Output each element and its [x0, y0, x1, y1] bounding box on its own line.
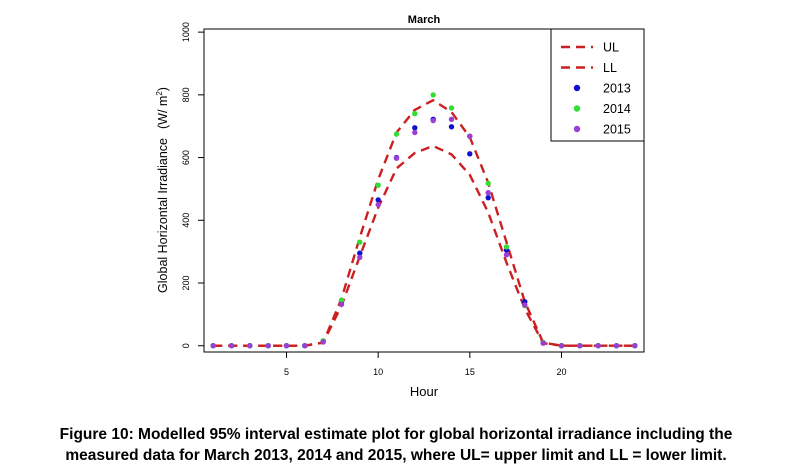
point-2015-hour-12 [412, 129, 418, 136]
point-2015-hour-20 [558, 343, 565, 349]
point-2015-hour-8 [338, 301, 345, 307]
x-tick-label-10: 10 [373, 367, 383, 377]
point-2014-hour-8 [338, 297, 345, 303]
irradiance-chart: March 5 10 15 20 0 200 400 600 800 1000 Hour Glo… [155, 14, 645, 399]
point-2015-hour-15 [467, 133, 473, 139]
figure-caption: Figure 10: Modelled 95% interval estimat… [0, 424, 792, 466]
y-tick-label-400: 400 [181, 213, 191, 228]
legend-label-2014: 2014 [603, 102, 631, 116]
y-tick-label-600: 600 [181, 150, 191, 165]
point-2015-hour-19 [540, 340, 546, 346]
series-line-ll [213, 144, 635, 347]
x-axis-label: Hour [410, 384, 439, 399]
point-2014-hour-10 [375, 182, 381, 188]
caption-line-1: Figure 10: Modelled 95% interval estimat… [59, 426, 733, 443]
point-2014-hour-16 [485, 180, 491, 186]
point-2013-hour-15 [467, 151, 473, 157]
legend: UL LL 2013 2014 2015 [550, 28, 645, 142]
legend-swatch-2013 [573, 84, 581, 92]
legend-label-ll: LL [603, 61, 617, 75]
y-tick-label-200: 200 [181, 275, 191, 290]
point-2014-hour-13 [430, 92, 436, 98]
point-2015-hour-23 [613, 343, 620, 349]
point-2014-hour-11 [393, 131, 400, 137]
y-tick-label-800: 800 [181, 87, 191, 102]
series-line-ul [213, 99, 635, 347]
point-2015-hour-21 [577, 343, 583, 349]
series-layer [210, 92, 638, 349]
y-axis-label: Global Horizontal Irradiance(W/ m2) [155, 87, 170, 293]
legend-swatch-2014 [573, 105, 581, 112]
chart-title: March [408, 14, 441, 26]
point-2015-hour-18 [522, 302, 528, 308]
x-tick-label-15: 15 [465, 367, 475, 377]
y-axis: 0 200 400 600 800 1000 [181, 22, 204, 348]
point-2014-hour-12 [412, 111, 418, 117]
point-2015-hour-2 [228, 343, 235, 349]
point-2015-hour-9 [357, 254, 363, 260]
point-2015-hour-14 [448, 116, 455, 123]
point-2014-hour-9 [357, 239, 363, 245]
point-2015-hour-3 [247, 343, 253, 349]
point-2015-hour-13 [430, 117, 436, 124]
point-2015-hour-24 [632, 343, 638, 349]
point-2013-hour-9 [357, 250, 363, 256]
x-tick-label-20: 20 [556, 367, 566, 377]
x-axis: 5 10 15 20 [284, 352, 567, 377]
point-2014-hour-14 [448, 105, 455, 111]
point-2013-hour-10 [375, 197, 381, 203]
point-2015-hour-11 [393, 155, 400, 161]
y-tick-label-0: 0 [181, 343, 191, 348]
point-2013-hour-12 [412, 125, 418, 131]
plot-frame [203, 28, 645, 353]
y-tick-label-1000: 1000 [181, 22, 191, 42]
point-2015-hour-16 [485, 190, 491, 196]
x-tick-label-5: 5 [284, 367, 289, 377]
point-2013-hour-14 [448, 124, 455, 130]
point-2015-hour-17 [503, 252, 510, 258]
legend-label-2015: 2015 [603, 123, 631, 137]
point-2015-hour-5 [283, 343, 290, 349]
legend-swatch-2015 [573, 125, 581, 133]
point-2015-hour-6 [302, 343, 308, 349]
point-2015-hour-4 [265, 343, 271, 349]
point-2015-hour-1 [210, 343, 216, 349]
point-2015-hour-7 [320, 339, 326, 345]
legend-label-ul: UL [603, 41, 619, 55]
point-2013-hour-16 [485, 195, 491, 201]
point-2015-hour-10 [375, 201, 381, 208]
legend-label-2013: 2013 [603, 82, 631, 96]
caption-line-2: measured data for March 2013, 2014 and 2… [65, 447, 727, 464]
point-2015-hour-22 [595, 343, 601, 349]
point-2014-hour-17 [503, 244, 510, 250]
